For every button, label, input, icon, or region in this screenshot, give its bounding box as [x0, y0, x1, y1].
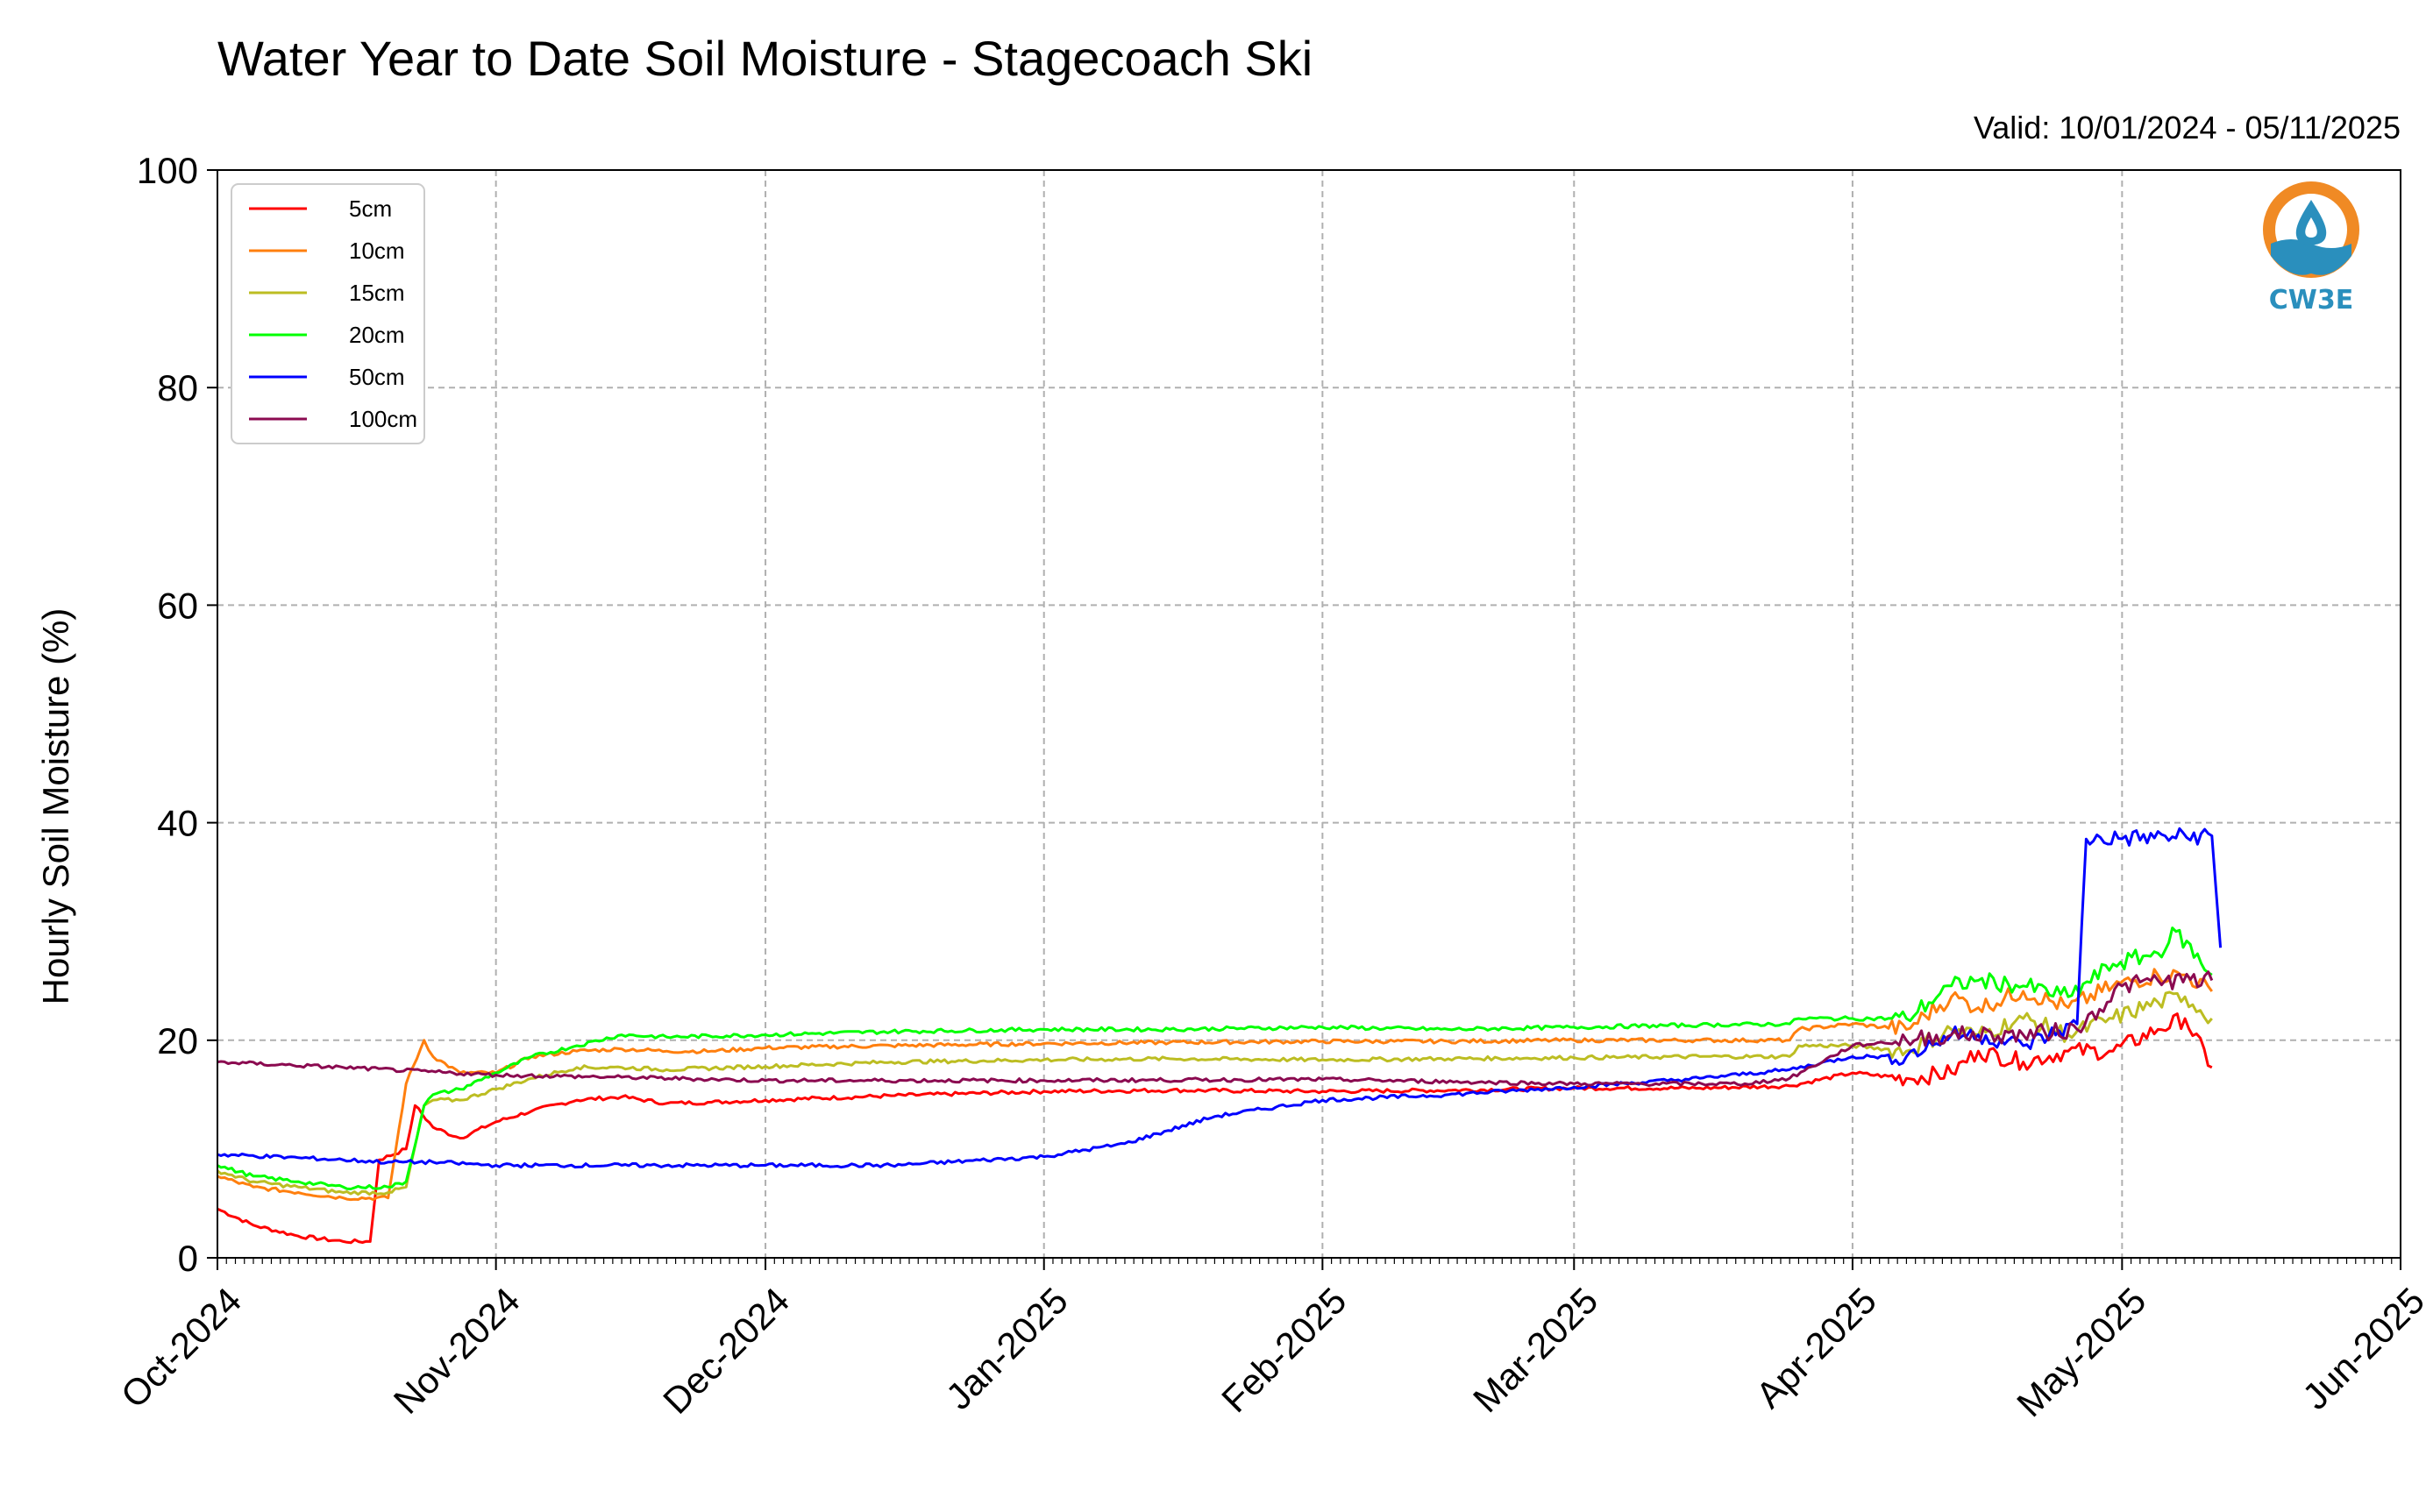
series-line-5cm: [217, 1012, 2213, 1245]
chart-subtitle: Valid: 10/01/2024 - 05/11/2025: [1974, 110, 2401, 146]
x-tick-label: May-2025: [2009, 1280, 2153, 1424]
series-line-10cm: [217, 968, 2214, 1202]
legend: 5cm 10cm 15cm 20cm 50cm 100cm: [231, 183, 425, 444]
x-tick-label: Feb-2025: [1213, 1280, 1354, 1420]
series-line-20cm: [217, 926, 2213, 1190]
x-tick-labels: Oct-2024 Nov-2024 Dec-2024 Jan-2025 Feb-2025…: [113, 1280, 2426, 1424]
chart-title: Water Year to Date Soil Moisture - Stage…: [217, 31, 1313, 86]
y-tick-labels: 0 20 40 60 80 100: [137, 150, 198, 1279]
plot-frame: [217, 169, 2401, 1259]
y-tick-label: 20: [157, 1020, 198, 1061]
grid: [217, 170, 2401, 1258]
y-tick-label: 0: [178, 1238, 198, 1279]
x-tick-label: Mar-2025: [1465, 1280, 1605, 1420]
logo-drop-highlight-icon: [2305, 217, 2317, 238]
legend-label-15cm: 15cm: [349, 280, 405, 306]
y-tick-label: 80: [157, 367, 198, 408]
series-layer: [217, 827, 2223, 1245]
logo-text: CW3E: [2269, 285, 2353, 316]
y-tick-label: 100: [137, 150, 198, 191]
x-tick-label: Apr-2025: [1748, 1280, 1884, 1416]
legend-label-50cm: 50cm: [349, 364, 405, 390]
logo-wave-icon: [2271, 239, 2351, 275]
y-tick-label: 60: [157, 585, 198, 626]
series-line-50cm: [217, 827, 2223, 1169]
series-line-15cm: [217, 990, 2213, 1196]
x-tick-label: Nov-2024: [386, 1280, 528, 1422]
legend-label-10cm: 10cm: [349, 238, 405, 264]
cw3e-logo: CW3E: [2263, 181, 2359, 316]
series-line-100cm: [217, 970, 2214, 1087]
y-tick-label: 40: [157, 803, 198, 844]
x-tick-label: Dec-2024: [655, 1280, 797, 1422]
axis-ticks: [207, 169, 2401, 1270]
legend-label-20cm: 20cm: [349, 322, 405, 348]
legend-label-100cm: 100cm: [349, 406, 417, 432]
y-axis-label: Hourly Soil Moisture (%): [35, 608, 76, 1005]
x-tick-label: Jun-2025: [2294, 1280, 2426, 1417]
legend-box: [231, 183, 425, 444]
x-tick-label: Oct-2024: [113, 1280, 249, 1416]
legend-label-5cm: 5cm: [349, 195, 392, 222]
x-tick-label: Jan-2025: [938, 1280, 1076, 1417]
